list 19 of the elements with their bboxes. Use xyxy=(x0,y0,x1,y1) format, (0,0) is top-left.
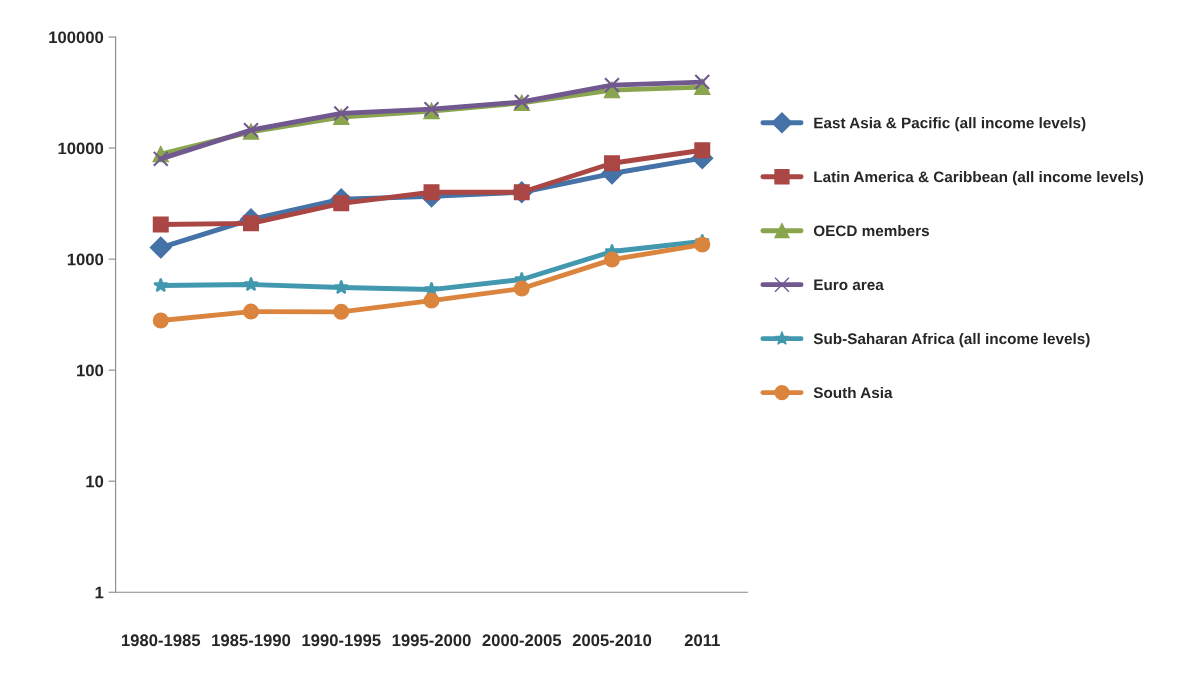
y-tick-label: 100 xyxy=(77,364,104,377)
y-tick-label: 1000 xyxy=(67,253,104,266)
y-tick-label: 1 xyxy=(95,586,104,599)
x-tick-label: 2005-2010 xyxy=(572,634,652,647)
legend-label: Latin America & Caribbean (all income levels) xyxy=(814,171,1144,186)
legend-label: South Asia xyxy=(813,386,893,399)
x-tick-label: 1980-1985 xyxy=(121,634,201,647)
legend-label: OECD members xyxy=(813,225,929,237)
y-tick-label: 100000 xyxy=(49,31,104,44)
x-tick-label: 2000-2005 xyxy=(482,634,562,647)
legend-label: Euro area xyxy=(814,279,884,291)
y-tick-label: 10 xyxy=(86,475,104,488)
legend-label: Sub-Saharan Africa (all income levels) xyxy=(813,332,1090,348)
x-tick-label: 2011 xyxy=(684,634,720,647)
x-tick-label: 1990-1995 xyxy=(302,634,381,647)
y-tick-label: 10000 xyxy=(58,142,104,155)
x-tick-label: 1985-1990 xyxy=(212,634,291,647)
legend-label: East Asia & Pacific (all income levels) xyxy=(814,117,1086,132)
x-tick-label: 1995-2000 xyxy=(392,634,471,647)
